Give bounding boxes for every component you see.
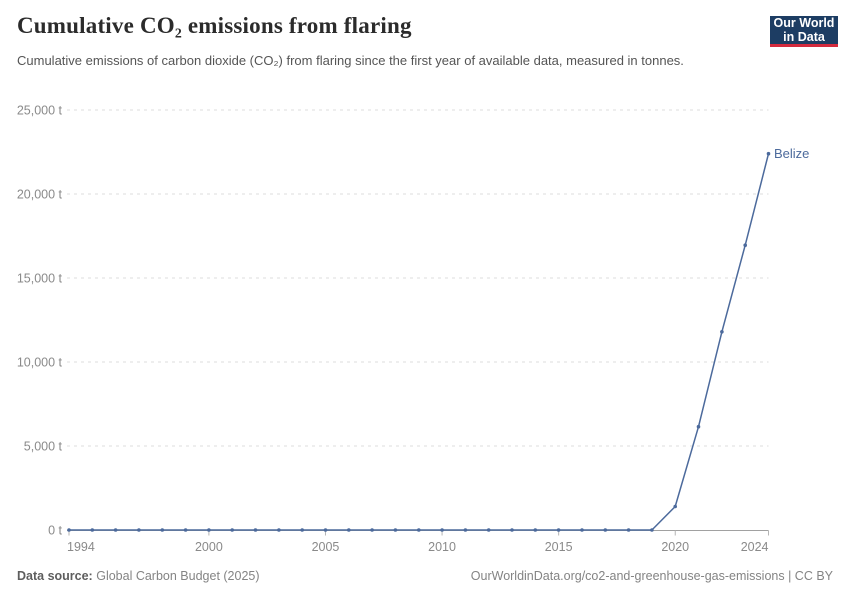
data-point[interactable] [230,528,234,532]
data-point[interactable] [696,424,701,429]
data-source-note: Data source: Global Carbon Budget (2025) [17,569,260,583]
data-point[interactable] [417,528,421,532]
data-point[interactable] [370,528,374,532]
data-point[interactable] [183,528,188,532]
data-point[interactable] [556,528,561,532]
owid-logo-line2: in Data [783,30,825,44]
data-point[interactable] [463,528,468,532]
data-point[interactable] [137,528,141,532]
data-point[interactable] [207,528,211,532]
data-source-label: Data source: [17,569,93,583]
data-point[interactable] [486,528,491,532]
data-point[interactable] [90,528,95,532]
x-tick-label: 2024 [741,540,769,554]
data-point[interactable] [300,528,305,532]
series-line[interactable] [69,153,770,531]
data-point[interactable] [743,243,747,247]
x-tick-label: 2015 [545,540,573,554]
data-point[interactable] [580,528,584,532]
y-tick-label: 20,000 t [17,188,63,202]
data-point[interactable] [766,151,771,156]
data-point[interactable] [533,528,538,532]
data-point[interactable] [253,528,258,532]
data-point[interactable] [67,528,71,532]
data-point[interactable] [626,528,631,532]
data-point[interactable] [603,528,608,532]
x-tick-label: 2010 [428,540,456,554]
x-tick-label: 2005 [312,540,340,554]
x-tick-label: 2020 [661,540,689,554]
data-point[interactable] [673,504,677,509]
x-tick-label: 1994 [67,540,95,554]
owid-logo-line1: Our World [773,16,835,30]
data-point[interactable] [650,528,654,532]
chart-title: Cumulative CO₂ emissions from flaring [17,13,412,38]
data-point[interactable] [393,528,398,532]
data-point[interactable] [160,528,165,532]
data-point[interactable] [347,528,351,532]
data-point[interactable] [440,528,444,532]
data-source-value: Global Carbon Budget (2025) [96,569,260,583]
entity-label[interactable]: Belize [774,146,809,161]
data-point[interactable] [277,528,281,532]
data-point[interactable] [113,528,118,532]
chart-subtitle: Cumulative emissions of carbon dioxide (… [17,53,684,68]
y-tick-label: 0 t [48,524,62,538]
x-tick-label: 2000 [195,540,223,554]
y-tick-label: 5,000 t [24,440,63,454]
y-tick-label: 10,000 t [17,356,63,370]
y-tick-label: 15,000 t [17,272,63,286]
series-points[interactable] [67,151,771,532]
data-point[interactable] [720,330,724,334]
data-point[interactable] [510,528,514,532]
license-note: OurWorldinData.org/co2-and-greenhouse-ga… [470,569,833,583]
y-tick-label: 25,000 t [17,104,63,118]
owid-logo: Our World in Data [770,16,838,47]
data-point[interactable] [323,528,328,532]
